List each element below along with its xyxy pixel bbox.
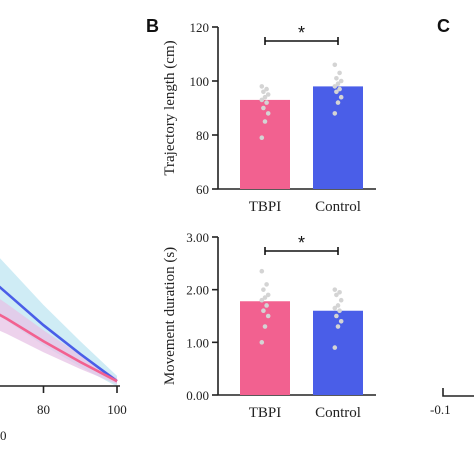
- significance-star: *: [298, 233, 305, 253]
- data-point: [332, 111, 338, 116]
- y-tick-label: 0.00: [186, 388, 209, 403]
- y-axis-title: Trajectory length (cm): [162, 40, 178, 175]
- data-point: [335, 303, 341, 308]
- significance-star: *: [298, 23, 305, 43]
- data-point: [334, 292, 339, 298]
- data-point: [259, 84, 265, 89]
- panel-a-line-1: [0, 285, 118, 383]
- data-point: [259, 97, 265, 103]
- data-point: [265, 313, 271, 319]
- panel-a-x-tick-label: 100: [107, 402, 127, 417]
- y-tick-label: 2.00: [186, 283, 209, 298]
- data-point: [264, 86, 269, 92]
- data-point: [334, 76, 339, 81]
- data-point: [337, 290, 342, 295]
- bar-tbpi: [240, 301, 290, 395]
- data-point: [259, 340, 265, 345]
- data-point: [261, 287, 266, 292]
- data-point: [265, 292, 271, 298]
- data-point: [334, 89, 339, 95]
- data-point: [262, 295, 268, 300]
- data-point: [338, 94, 344, 100]
- data-point: [262, 119, 268, 124]
- data-point: [259, 297, 265, 303]
- y-axis-title: Movement duration (s): [162, 247, 178, 385]
- data-point: [335, 81, 341, 86]
- data-point: [265, 111, 271, 116]
- panel-a-x-label-fragment: 0: [0, 428, 7, 443]
- data-point: [332, 305, 338, 311]
- category-label: TBPI: [249, 199, 282, 215]
- panel-a-band-1: [0, 258, 117, 387]
- data-point: [259, 135, 265, 140]
- data-point: [337, 86, 342, 92]
- y-tick-label: 80: [196, 128, 209, 143]
- data-point: [335, 324, 341, 329]
- panel-c-letter: C: [437, 16, 450, 36]
- data-point: [335, 100, 341, 105]
- category-label: TBPI: [249, 405, 282, 421]
- y-tick-label: 3.00: [186, 230, 209, 245]
- data-point: [338, 318, 344, 324]
- data-point: [264, 282, 269, 287]
- data-point: [332, 84, 338, 89]
- panel-b-top-chart: 60 80 100 120 Trajectory length (cm) TBPI Cont…: [162, 20, 376, 215]
- data-point: [265, 92, 271, 97]
- panel-a-band-0: [0, 299, 117, 385]
- data-point: [264, 303, 269, 308]
- data-point: [337, 308, 342, 314]
- data-point: [262, 324, 268, 329]
- data-point: [261, 89, 266, 95]
- data-point: [338, 78, 344, 84]
- panel-a-x-ticks: 80 100: [37, 386, 127, 417]
- panel-b: B 60 80 100 120 Trajectory length (cm) TBPI Co…: [146, 16, 376, 421]
- y-tick-label: 1.00: [186, 335, 209, 350]
- category-label: Control: [315, 405, 361, 421]
- panel-c-x-tick-fragment: -0.1: [430, 402, 451, 417]
- y-tick-label: 100: [190, 74, 210, 89]
- bar-control: [313, 310, 363, 395]
- data-point: [259, 268, 265, 274]
- panel-a-plot: [0, 258, 118, 387]
- panel-c: C -0.1: [430, 16, 474, 417]
- y-tick-label: 120: [190, 20, 210, 35]
- data-point: [261, 105, 266, 111]
- bar-tbpi: [240, 99, 290, 189]
- panel-a-line-0: [0, 313, 118, 383]
- data-point: [334, 313, 339, 319]
- data-point: [262, 94, 268, 100]
- data-point: [332, 287, 338, 292]
- panel-c-axis-corner: [442, 388, 474, 397]
- category-label: Control: [315, 199, 361, 215]
- panel-b-letter: B: [146, 16, 159, 36]
- data-point: [332, 62, 338, 68]
- data-point: [337, 70, 342, 76]
- data-point: [261, 308, 266, 314]
- data-point: [264, 100, 269, 105]
- panel-b-bottom-chart: 0.00 1.00 2.00 3.00 Movement duration (s) TBP…: [162, 230, 376, 421]
- data-point: [332, 345, 338, 350]
- y-tick-label: 60: [196, 182, 209, 197]
- panel-a-x-tick-label: 80: [37, 402, 50, 417]
- panel-a: 80 100 0: [0, 258, 127, 443]
- data-point: [338, 297, 344, 303]
